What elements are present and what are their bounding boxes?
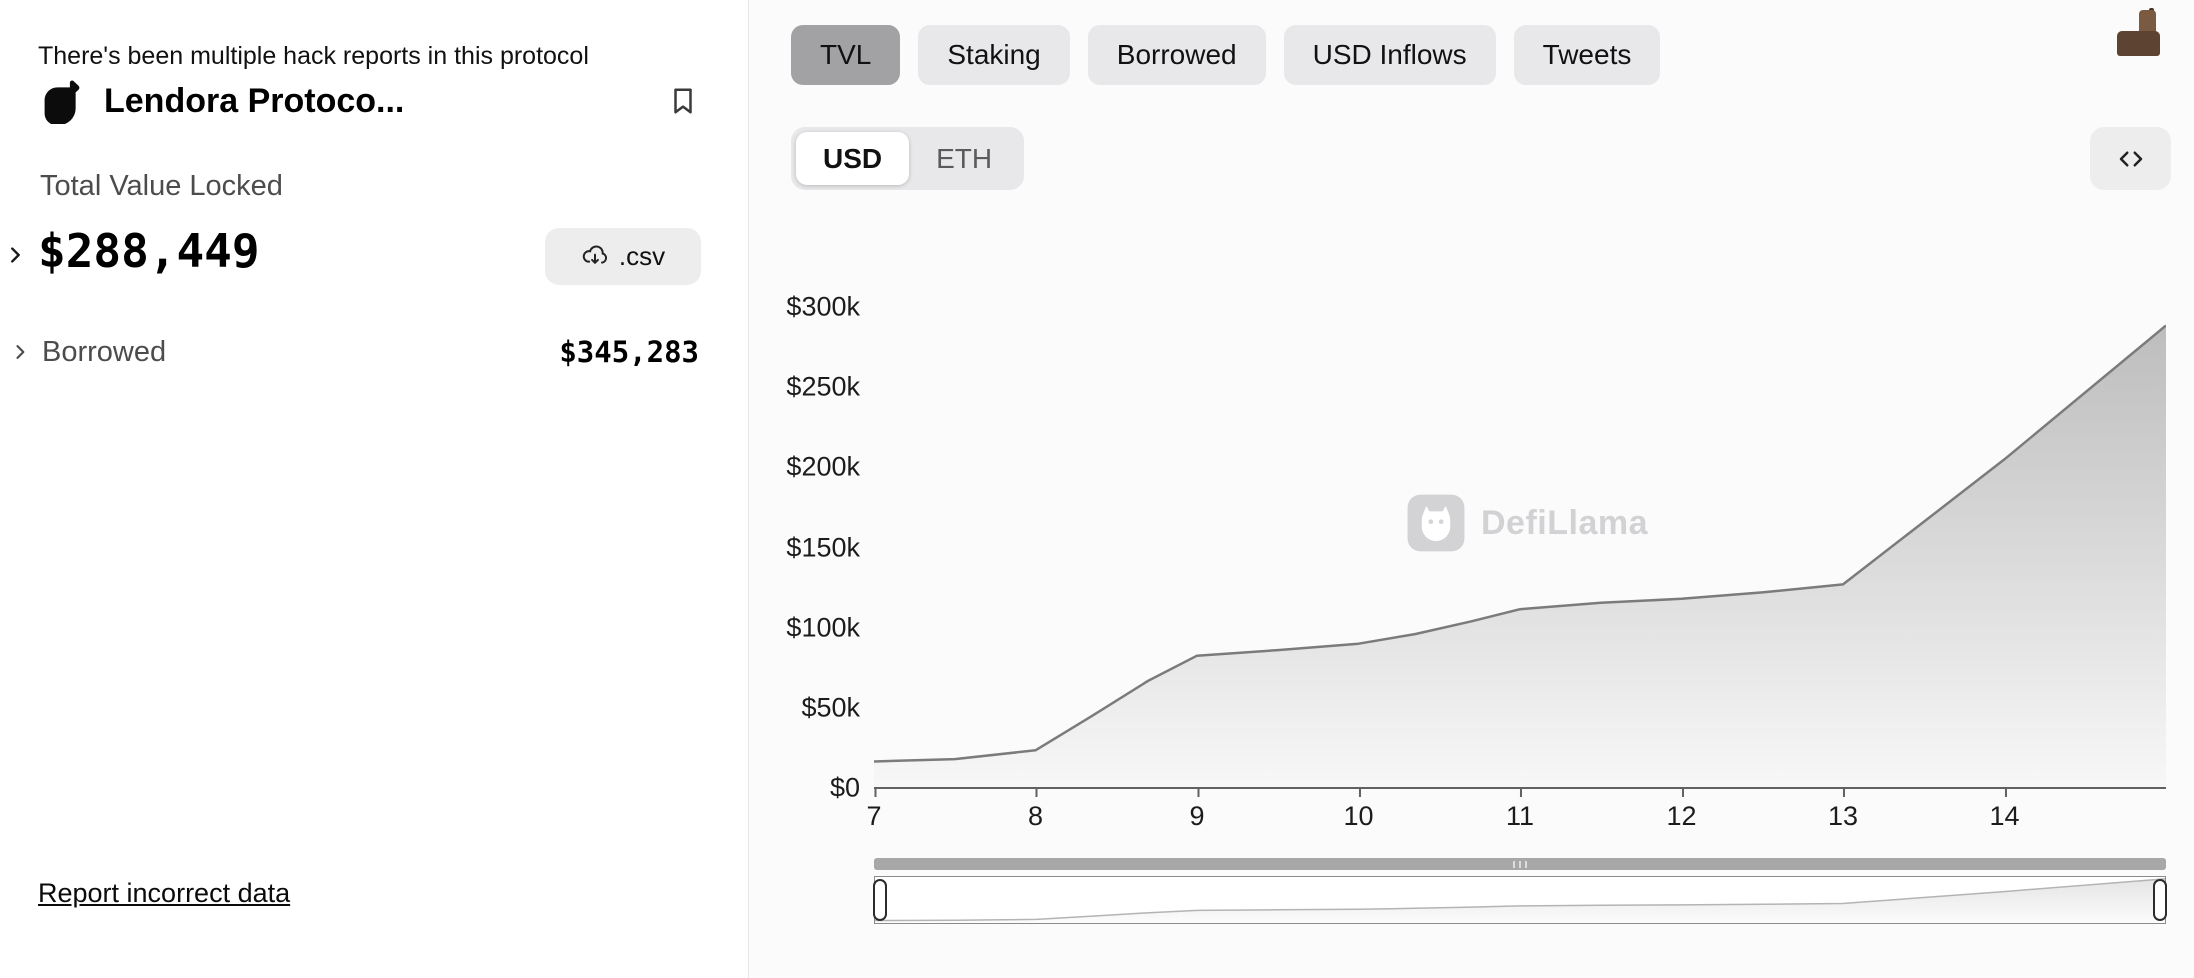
borrowed-expand-chevron[interactable] xyxy=(10,342,30,362)
y-tick-label: $250k xyxy=(786,371,860,402)
y-tick-label: $200k xyxy=(786,451,860,482)
avatar-body xyxy=(2117,31,2160,56)
protocol-title-row: Lendora Protoco... xyxy=(40,76,708,126)
scrollbar-grip xyxy=(1525,860,1527,868)
chart-line xyxy=(875,878,2165,922)
y-tick-label: $300k xyxy=(786,291,860,322)
x-axis-line xyxy=(874,787,2166,789)
profile-avatar[interactable] xyxy=(2114,8,2163,56)
x-tick-label: 7 xyxy=(866,789,882,831)
brush-handle-left[interactable] xyxy=(873,879,887,921)
brush-handle-right[interactable] xyxy=(2153,879,2167,921)
tab-borrowed[interactable]: Borrowed xyxy=(1087,25,1266,85)
chart-panel: TVL Staking Borrowed USD Inflows Tweets … xyxy=(750,0,2194,978)
x-tick-label: 13 xyxy=(1827,789,1859,831)
tab-usd-inflows[interactable]: USD Inflows xyxy=(1283,25,1496,85)
chevron-right-icon xyxy=(11,247,20,263)
chart-scrollbar-thumb[interactable] xyxy=(874,858,2166,870)
currency-option-usd[interactable]: USD xyxy=(796,132,910,185)
x-tick-label: 10 xyxy=(1343,789,1374,831)
y-axis-labels: $300k $250k $200k $150k $100k $50k $0 xyxy=(750,292,860,803)
protocol-name: Lendora Protoco... xyxy=(104,81,405,120)
bookmark-icon xyxy=(674,88,692,114)
y-tick-label: $150k xyxy=(786,532,860,562)
currency-toggle: USD ETH xyxy=(791,127,1025,190)
chart-range-brush[interactable] xyxy=(873,876,2167,924)
csv-button-label: .csv xyxy=(618,241,666,271)
tvl-chart-area[interactable] xyxy=(874,307,2166,788)
tvl-expand-chevron[interactable] xyxy=(4,244,26,266)
y-tick-label: $100k xyxy=(786,612,860,643)
chart-tabs: TVL Staking Borrowed USD Inflows Tweets xyxy=(791,25,1661,85)
x-tick-label: 14 xyxy=(1989,789,2020,831)
embed-code-button[interactable] xyxy=(2090,127,2171,190)
chevron-right-icon xyxy=(16,345,25,359)
borrowed-label: Borrowed xyxy=(42,335,167,368)
currency-option-eth[interactable]: ETH xyxy=(909,132,1019,185)
avatar-head xyxy=(2139,10,2156,37)
tvl-area-chart-svg[interactable] xyxy=(874,307,2166,788)
chart-area-fill xyxy=(875,878,2165,923)
protocol-logo-icon xyxy=(44,80,80,124)
x-tick-label: 12 xyxy=(1666,789,1697,831)
download-csv-button[interactable]: .csv xyxy=(545,228,701,285)
tab-tvl[interactable]: TVL xyxy=(791,25,901,85)
report-incorrect-data-link[interactable]: Report incorrect data xyxy=(38,878,291,908)
hack-warning-text: There's been multiple hack reports in th… xyxy=(38,42,589,70)
chart-area-fill xyxy=(874,325,2166,788)
x-tick-label: 8 xyxy=(1027,789,1044,831)
borrowed-value: $345,283 xyxy=(559,335,699,369)
tab-tweets[interactable]: Tweets xyxy=(1513,25,1661,85)
code-brackets-icon xyxy=(2119,151,2142,166)
chart-line xyxy=(874,324,2166,763)
protocol-sidebar: There's been multiple hack reports in th… xyxy=(0,0,749,978)
y-tick-label: $50k xyxy=(801,692,860,723)
download-cloud-icon xyxy=(582,245,607,264)
x-tick-label: 11 xyxy=(1505,789,1535,831)
tvl-label: Total Value Locked xyxy=(40,170,283,202)
scrollbar-grip xyxy=(1513,860,1515,868)
bookmark-button[interactable] xyxy=(668,86,698,116)
scrollbar-grip xyxy=(1519,860,1521,868)
x-axis-labels: 7 8 9 10 11 12 13 14 xyxy=(866,789,2166,835)
brush-mini-chart-svg xyxy=(875,878,2165,923)
tvl-value: $288,449 xyxy=(38,224,260,278)
borrowed-row: Borrowed $345,283 xyxy=(10,332,699,372)
tab-staking[interactable]: Staking xyxy=(918,25,1070,85)
x-tick-label: 9 xyxy=(1189,789,1205,831)
chart-scrollbar-track[interactable] xyxy=(874,858,2166,870)
y-tick-label: $0 xyxy=(829,772,860,803)
